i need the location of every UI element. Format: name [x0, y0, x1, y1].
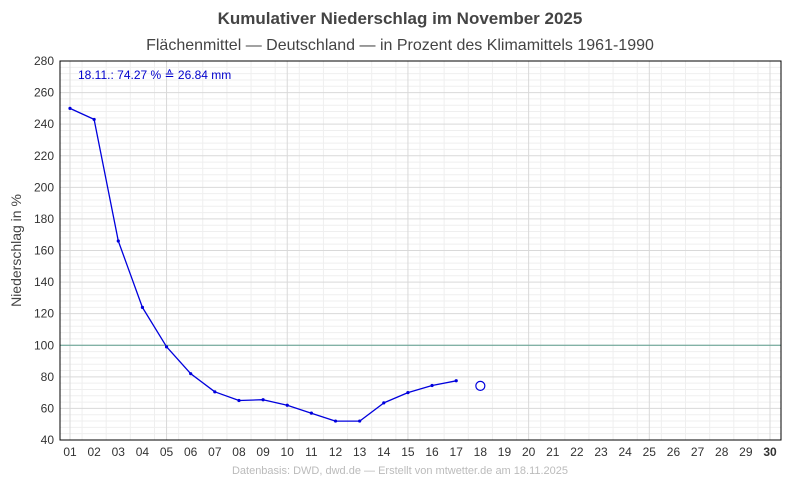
x-tick-label: 16 — [425, 445, 439, 459]
data-point — [358, 419, 362, 423]
x-tick-label: 26 — [667, 445, 681, 459]
data-point — [189, 372, 193, 376]
x-tick-label: 21 — [546, 445, 560, 459]
x-tick-label: 22 — [570, 445, 584, 459]
annotation: 18.11.: 74.27 % ≙ 26.84 mm — [78, 68, 231, 82]
y-tick-label: 100 — [34, 338, 54, 352]
x-tick-label: 11 — [305, 445, 318, 459]
y-tick-label: 60 — [41, 401, 55, 415]
y-tick-label: 260 — [34, 86, 54, 100]
projection-point — [475, 380, 486, 391]
x-tick-label: 20 — [522, 445, 536, 459]
data-point — [68, 106, 72, 110]
x-tick-label: 23 — [594, 445, 608, 459]
chart-title: Kumulativer Niederschlag im November 202… — [218, 9, 583, 28]
chart-subtitle: Flächenmittel — Deutschland — in Prozent… — [146, 37, 654, 54]
grid — [60, 60, 781, 441]
plot-frame — [59, 60, 782, 441]
y-axis-label: Niederschlag in % — [8, 194, 24, 307]
data-point — [116, 239, 120, 243]
data-point — [213, 390, 217, 394]
data-point — [382, 401, 386, 405]
data-point — [333, 419, 338, 423]
y-tick-label: 240 — [34, 117, 54, 131]
y-tick-label: 40 — [41, 433, 55, 447]
x-tick-label: 27 — [691, 445, 705, 459]
x-tick-label: 13 — [353, 445, 367, 459]
x-tick-label: 09 — [256, 445, 270, 459]
y-tick-label: 180 — [34, 212, 54, 226]
data-point — [140, 305, 145, 309]
footer-source: Datenbasis: DWD, dwd.de — Erstellt von m… — [232, 465, 568, 477]
y-tick-label: 140 — [34, 275, 54, 289]
data-point — [309, 411, 313, 415]
y-tick-label: 120 — [34, 307, 54, 321]
y-tick-label: 200 — [34, 180, 54, 194]
x-tick-label: 06 — [184, 445, 198, 459]
x-tick-label: 29 — [739, 445, 753, 459]
tick-labels: 40 60 80 100 120 140 160 180 200 220 240 260 280 01 02… — [34, 54, 777, 459]
x-tick-label: 12 — [329, 445, 343, 459]
x-tick-label: 02 — [87, 445, 101, 459]
y-tick-label: 280 — [34, 54, 54, 68]
y-tick-label: 80 — [41, 370, 55, 384]
x-tick-label: 04 — [136, 445, 150, 459]
data-point — [430, 383, 434, 388]
series-group — [68, 106, 486, 423]
data-point — [454, 379, 458, 383]
data-point — [164, 345, 169, 349]
x-tick-label: 18 — [474, 445, 488, 459]
y-tick-label: 160 — [34, 244, 54, 258]
x-tick-label: 01 — [63, 445, 77, 459]
x-tick-label: 24 — [618, 445, 632, 459]
x-tick-label: 10 — [281, 445, 295, 459]
x-tick-label: 17 — [450, 445, 464, 459]
x-tick-label: 07 — [208, 445, 222, 459]
x-tick-label: 03 — [112, 445, 126, 459]
x-tick-label: 05 — [160, 445, 174, 459]
x-tick-label: 28 — [715, 445, 729, 459]
x-tick-label: 08 — [232, 445, 246, 459]
x-tick-label: 30 — [763, 445, 777, 459]
data-point — [237, 398, 241, 403]
data-point — [406, 391, 410, 395]
x-tick-label: 14 — [377, 445, 391, 459]
x-tick-label: 25 — [643, 445, 657, 459]
y-tick-label: 220 — [34, 149, 54, 163]
data-point — [261, 398, 265, 402]
data-point — [92, 117, 96, 122]
x-tick-label: 19 — [498, 445, 512, 459]
data-point — [285, 403, 289, 407]
x-tick-label: 15 — [401, 445, 415, 459]
